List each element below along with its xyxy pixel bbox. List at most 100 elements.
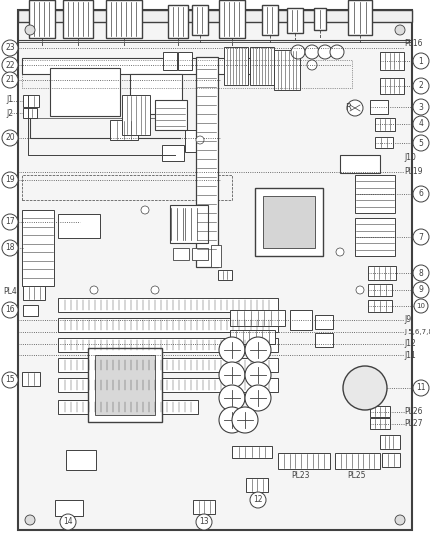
Circle shape — [2, 130, 18, 146]
Circle shape — [413, 135, 429, 151]
Bar — [211, 245, 221, 267]
Bar — [192, 248, 208, 260]
Circle shape — [413, 116, 429, 132]
Bar — [219, 0, 245, 38]
Text: PL4: PL4 — [3, 288, 17, 296]
Circle shape — [2, 214, 18, 230]
Bar — [230, 330, 275, 344]
Bar — [380, 435, 400, 449]
Text: 4: 4 — [418, 119, 424, 128]
Circle shape — [2, 302, 18, 318]
Bar — [370, 418, 390, 429]
Circle shape — [356, 286, 364, 294]
Circle shape — [395, 25, 405, 35]
Circle shape — [90, 286, 98, 294]
Text: 21: 21 — [5, 76, 15, 84]
Bar — [55, 500, 83, 516]
Bar — [380, 52, 404, 70]
Bar — [29, 0, 55, 38]
Text: 16: 16 — [5, 305, 15, 315]
Circle shape — [413, 99, 429, 115]
Text: J 5,6,7,8: J 5,6,7,8 — [404, 329, 430, 335]
Text: PL23: PL23 — [291, 471, 309, 481]
Bar — [250, 47, 274, 85]
Text: J12: J12 — [404, 340, 416, 349]
Bar — [110, 120, 138, 140]
Bar — [315, 315, 333, 329]
Circle shape — [245, 362, 271, 388]
Bar — [22, 210, 54, 286]
Bar — [355, 218, 395, 256]
Bar — [290, 310, 312, 330]
Text: 11: 11 — [416, 384, 426, 392]
Bar — [95, 355, 155, 415]
Bar — [315, 333, 333, 347]
Bar — [58, 358, 278, 372]
Text: 1: 1 — [419, 56, 424, 66]
Text: 7: 7 — [418, 232, 424, 242]
Circle shape — [25, 515, 35, 525]
Text: PL16: PL16 — [404, 39, 423, 49]
Bar — [168, 5, 188, 38]
Bar — [58, 378, 278, 392]
Bar — [130, 74, 182, 114]
Bar — [163, 52, 177, 70]
Circle shape — [318, 45, 332, 59]
Bar — [178, 52, 192, 70]
Text: PL26: PL26 — [404, 408, 423, 416]
Bar — [22, 58, 262, 74]
Circle shape — [291, 45, 305, 59]
Bar — [50, 68, 120, 116]
Text: 6: 6 — [418, 190, 424, 198]
Bar — [58, 298, 278, 312]
Bar — [287, 8, 303, 33]
Bar — [122, 95, 150, 135]
Text: R: R — [345, 102, 351, 111]
Text: 5: 5 — [418, 139, 424, 147]
Text: J2: J2 — [6, 109, 13, 117]
Circle shape — [245, 385, 271, 411]
Bar — [255, 188, 323, 256]
Bar — [368, 300, 392, 312]
Bar — [18, 10, 412, 22]
Bar — [370, 406, 390, 417]
Text: 19: 19 — [5, 175, 15, 185]
Circle shape — [307, 60, 317, 70]
Bar — [246, 478, 268, 492]
Bar — [22, 60, 352, 88]
Circle shape — [2, 172, 18, 188]
Bar — [58, 338, 278, 352]
Text: 23: 23 — [5, 43, 15, 53]
Text: 18: 18 — [5, 243, 15, 253]
Circle shape — [196, 514, 212, 530]
Circle shape — [25, 25, 35, 35]
Circle shape — [2, 40, 18, 56]
Text: 8: 8 — [419, 269, 424, 277]
Text: 17: 17 — [5, 218, 15, 226]
Bar — [263, 196, 315, 248]
Circle shape — [219, 362, 245, 388]
Circle shape — [232, 407, 258, 433]
Circle shape — [413, 186, 429, 202]
Bar — [370, 100, 388, 114]
Bar — [262, 5, 278, 35]
Bar — [218, 270, 232, 280]
Bar — [58, 318, 278, 332]
Bar — [58, 214, 100, 238]
Bar — [340, 155, 380, 173]
Bar — [162, 145, 184, 161]
Circle shape — [60, 514, 76, 530]
Bar — [58, 400, 198, 414]
Circle shape — [413, 53, 429, 69]
Bar — [232, 446, 272, 458]
Circle shape — [413, 229, 429, 245]
Bar — [23, 108, 37, 118]
Bar — [368, 284, 392, 296]
Circle shape — [141, 206, 149, 214]
Text: 15: 15 — [5, 375, 15, 385]
Text: 20: 20 — [5, 134, 15, 142]
Circle shape — [347, 100, 363, 116]
Text: PL25: PL25 — [347, 471, 365, 481]
Bar — [193, 500, 215, 514]
Text: J1: J1 — [6, 95, 13, 105]
